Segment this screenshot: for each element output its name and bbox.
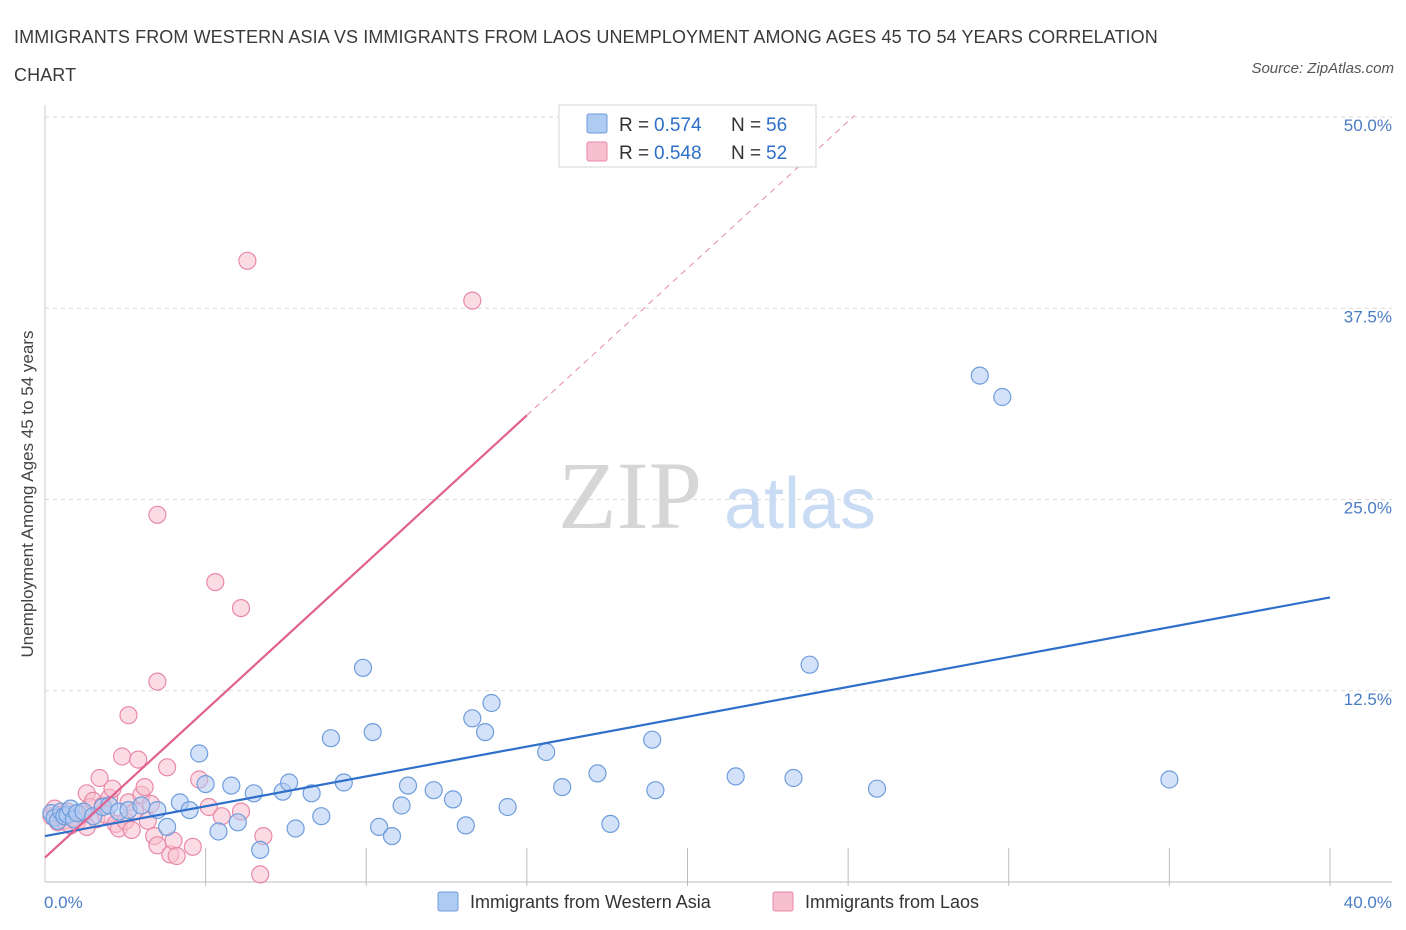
y-axis-title: Unemployment Among Ages 45 to 54 years: [18, 331, 37, 658]
laos-point: [238, 251, 257, 270]
western-asia-point: [222, 776, 241, 795]
western-asia-point: [132, 796, 151, 815]
bottom-legend-swatch-laos: [772, 891, 794, 912]
legend-swatch-laos: [586, 141, 608, 162]
western-asia-point: [286, 819, 305, 838]
bottom-legend-label-laos: Immigrants from Laos: [805, 892, 979, 912]
legend-n-value-laos: 52: [766, 143, 787, 164]
western-asia-point: [251, 840, 270, 860]
laos-point: [122, 820, 141, 840]
western-asia-point: [209, 822, 228, 841]
x-axis-ticks: [205, 848, 1331, 886]
western-asia-point: [392, 796, 411, 815]
laos-trend-line: [44, 414, 528, 859]
western-asia-point: [196, 774, 215, 794]
y-tick-label: 37.5%: [1344, 307, 1392, 326]
laos-point: [90, 768, 109, 788]
western-asia-point: [302, 784, 321, 803]
western-asia-point: [588, 764, 607, 783]
western-asia-point: [643, 730, 662, 749]
chart-title: IMMIGRANTS FROM WESTERN ASIA VS IMMIGRAN…: [14, 27, 1158, 85]
western-asia-point: [726, 767, 745, 786]
laos-point: [167, 846, 186, 866]
laos-point: [148, 672, 167, 691]
western-asia-point: [353, 658, 373, 677]
western-asia-point: [312, 807, 331, 826]
western-asia-point: [158, 817, 177, 837]
legend-n-label-western-asia: N =: [731, 115, 761, 136]
laos-point: [158, 758, 177, 777]
western-asia-point: [553, 777, 572, 797]
y-tick-label: 25.0%: [1344, 499, 1392, 518]
western-asia-point: [970, 366, 989, 385]
western-asia-point: [476, 722, 495, 742]
laos-point: [135, 777, 154, 797]
western-asia-point: [1160, 770, 1179, 789]
y-tick-label: 50.0%: [1344, 116, 1392, 135]
western-asia-point: [993, 387, 1012, 407]
western-asia-point: [867, 779, 887, 798]
western-asia-point: [382, 826, 402, 846]
laos-point: [212, 807, 231, 826]
laos-point: [129, 750, 148, 769]
western-asia-point: [424, 781, 443, 800]
western-asia-point: [456, 816, 475, 835]
western-asia-point: [482, 693, 501, 713]
bottom-legend-label-western-asia: Immigrants from Western Asia: [470, 892, 712, 912]
laos-point: [463, 291, 482, 310]
y-axis-tick-labels: 12.5% 25.0% 37.5% 50.0%: [1344, 116, 1392, 709]
western-asia-point: [190, 744, 209, 763]
western-asia-point: [463, 709, 482, 728]
western-asia-trend-line: [44, 596, 1331, 838]
western-asia-points: [42, 366, 1179, 860]
western-asia-point: [363, 722, 382, 742]
x-tick-label-min: 0.0%: [44, 893, 83, 912]
laos-point: [148, 505, 167, 524]
western-asia-point: [646, 781, 665, 800]
western-asia-point: [280, 773, 299, 792]
source-label: Source: ZipAtlas.com: [1251, 60, 1394, 77]
trend-lines: [44, 115, 1331, 859]
western-asia-point: [321, 729, 340, 748]
legend-n-value-western-asia: 56: [766, 115, 787, 136]
top-legend: R = 0.574 N = 56 R = 0.548 N = 52: [558, 104, 817, 168]
western-asia-point: [398, 776, 418, 795]
legend-n-label-laos: N =: [731, 143, 761, 164]
legend-r-value-laos: 0.548: [654, 143, 702, 164]
legend-r-label-laos: R =: [619, 143, 649, 164]
western-asia-point: [537, 742, 556, 762]
western-asia-point: [498, 797, 517, 817]
laos-point: [231, 598, 251, 618]
legend-r-value-western-asia: 0.574: [654, 115, 702, 136]
western-asia-point: [443, 790, 463, 809]
western-asia-point: [800, 655, 819, 674]
laos-point: [206, 572, 225, 592]
laos-point: [183, 837, 202, 856]
y-tick-label: 12.5%: [1344, 690, 1392, 709]
watermark-atlas: atlas: [724, 464, 876, 544]
laos-point: [251, 865, 270, 884]
western-asia-point: [370, 817, 389, 837]
laos-point: [119, 706, 138, 725]
watermark-zip: ZIP: [558, 442, 702, 549]
western-asia-point: [601, 814, 620, 834]
bottom-legend: Immigrants from Western Asia Immigrants …: [437, 891, 979, 912]
western-asia-point: [784, 768, 803, 788]
x-tick-label-max: 40.0%: [1344, 893, 1392, 912]
western-asia-point: [228, 813, 247, 832]
laos-trend-extension: [526, 115, 855, 416]
legend-r-label-western-asia: R =: [619, 115, 649, 136]
bottom-legend-swatch-western-asia: [437, 891, 459, 912]
legend-swatch-western-asia: [586, 113, 608, 134]
laos-point: [112, 747, 132, 766]
